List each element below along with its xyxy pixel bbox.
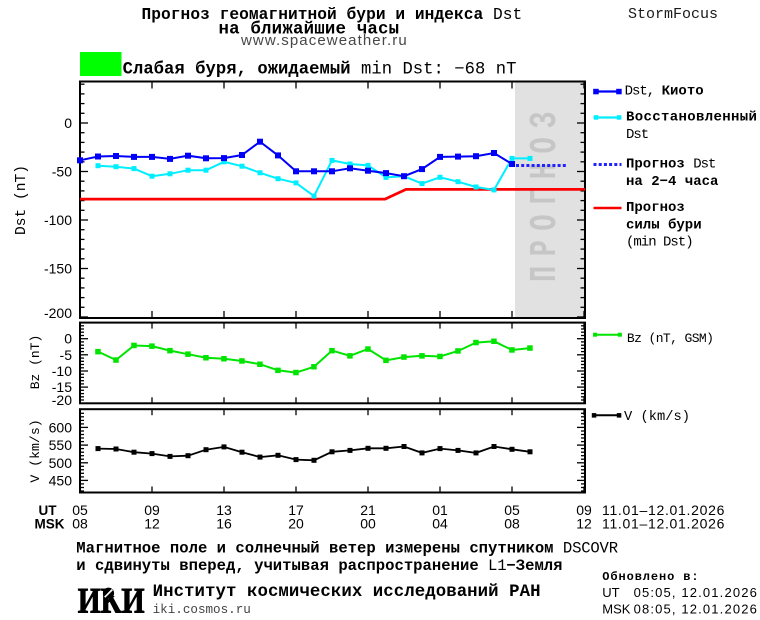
- svg-text:16: 16: [216, 516, 232, 532]
- svg-text:Dst (nT): Dst (nT): [14, 165, 30, 235]
- svg-text:-5: -5: [60, 347, 73, 363]
- svg-text:450: 450: [49, 472, 73, 488]
- svg-text:(min Dst): (min Dst): [626, 235, 693, 251]
- svg-text:550: 550: [49, 437, 73, 453]
- svg-text:силы бури: силы бури: [626, 218, 702, 234]
- svg-text:08: 08: [504, 516, 520, 532]
- svg-text:-150: -150: [44, 261, 72, 277]
- svg-text:11.01–12.01.2026: 11.01–12.01.2026: [602, 502, 725, 518]
- svg-text:04: 04: [432, 516, 448, 532]
- svg-text:08: 08: [72, 516, 88, 532]
- svg-text:05:05, 12.01.2026: 05:05, 12.01.2026: [634, 585, 758, 600]
- svg-text:на 2−4 часа: на 2−4 часа: [626, 174, 719, 190]
- svg-text:MSK: MSK: [35, 517, 65, 532]
- svg-text:09: 09: [144, 502, 160, 518]
- svg-text:11.01–12.01.2026: 11.01–12.01.2026: [602, 516, 725, 532]
- svg-text:Прогноз Dst: Прогноз Dst: [626, 157, 715, 173]
- svg-text:UT: UT: [39, 503, 58, 518]
- svg-text:12: 12: [144, 516, 160, 532]
- svg-text:-10: -10: [52, 363, 72, 379]
- svg-text:ИКИ: ИКИ: [78, 582, 145, 620]
- svg-text:Dst: Dst: [626, 127, 648, 143]
- svg-text:0: 0: [64, 331, 72, 347]
- svg-text:и сдвинуты вперед, учитывая ра: и сдвинуты вперед, учитывая распростране…: [76, 557, 562, 575]
- svg-text:Dst, Киото: Dst, Киото: [625, 84, 704, 100]
- svg-text:09: 09: [576, 502, 592, 518]
- svg-text:Прогноз геомагнитной бури и ин: Прогноз геомагнитной бури и индекса Dst: [142, 6, 523, 24]
- svg-text:08:05, 12.01.2026: 08:05, 12.01.2026: [634, 602, 758, 617]
- svg-text:-15: -15: [52, 379, 72, 395]
- svg-text:Магнитное поле и солнечный вет: Магнитное поле и солнечный ветер измерен…: [76, 540, 618, 558]
- svg-text:V (km/s): V (km/s): [624, 409, 690, 425]
- svg-text:Bz (nT): Bz (nT): [28, 335, 43, 390]
- svg-text:00: 00: [360, 516, 376, 532]
- svg-text:iki.cosmos.ru: iki.cosmos.ru: [153, 603, 251, 617]
- svg-text:MSK: MSK: [602, 602, 631, 617]
- svg-text:-20: -20: [52, 392, 72, 408]
- svg-text:V (km/s): V (km/s): [28, 419, 43, 482]
- svg-text:Восстановленный: Восстановленный: [626, 110, 757, 126]
- svg-text:www.spaceweather.ru: www.spaceweather.ru: [240, 32, 408, 49]
- svg-text:05: 05: [504, 502, 520, 518]
- svg-text:на ближайшие часы: на ближайшие часы: [219, 21, 400, 40]
- svg-text:-50: -50: [52, 164, 72, 180]
- svg-text:13: 13: [216, 502, 232, 518]
- svg-text:17: 17: [288, 502, 304, 518]
- svg-text:Институт космических исследова: Институт космических исследований РАН: [153, 583, 541, 602]
- svg-text:Прогноз: Прогноз: [626, 200, 685, 216]
- svg-text:Bz (nT, GSM): Bz (nT, GSM): [627, 331, 713, 346]
- svg-text:12: 12: [576, 516, 592, 532]
- svg-text:05: 05: [72, 502, 88, 518]
- svg-text:-200: -200: [44, 305, 72, 321]
- svg-text:600: 600: [49, 419, 73, 435]
- svg-text:Обновлено в:: Обновлено в:: [602, 569, 699, 584]
- svg-text:0: 0: [64, 115, 72, 131]
- svg-text:01: 01: [432, 502, 448, 518]
- svg-text:-100: -100: [44, 212, 72, 228]
- svg-text:21: 21: [360, 502, 376, 518]
- svg-text:500: 500: [49, 455, 73, 471]
- svg-text:20: 20: [288, 516, 304, 532]
- svg-text:Слабая буря, ожидаемый min Dst: Слабая буря, ожидаемый min Dst: −68 nT: [123, 61, 517, 80]
- svg-text:ПРОГНОЗ: ПРОГНОЗ: [524, 102, 567, 282]
- svg-text:UT: UT: [602, 585, 619, 600]
- svg-text:StormFocus: StormFocus: [628, 6, 718, 23]
